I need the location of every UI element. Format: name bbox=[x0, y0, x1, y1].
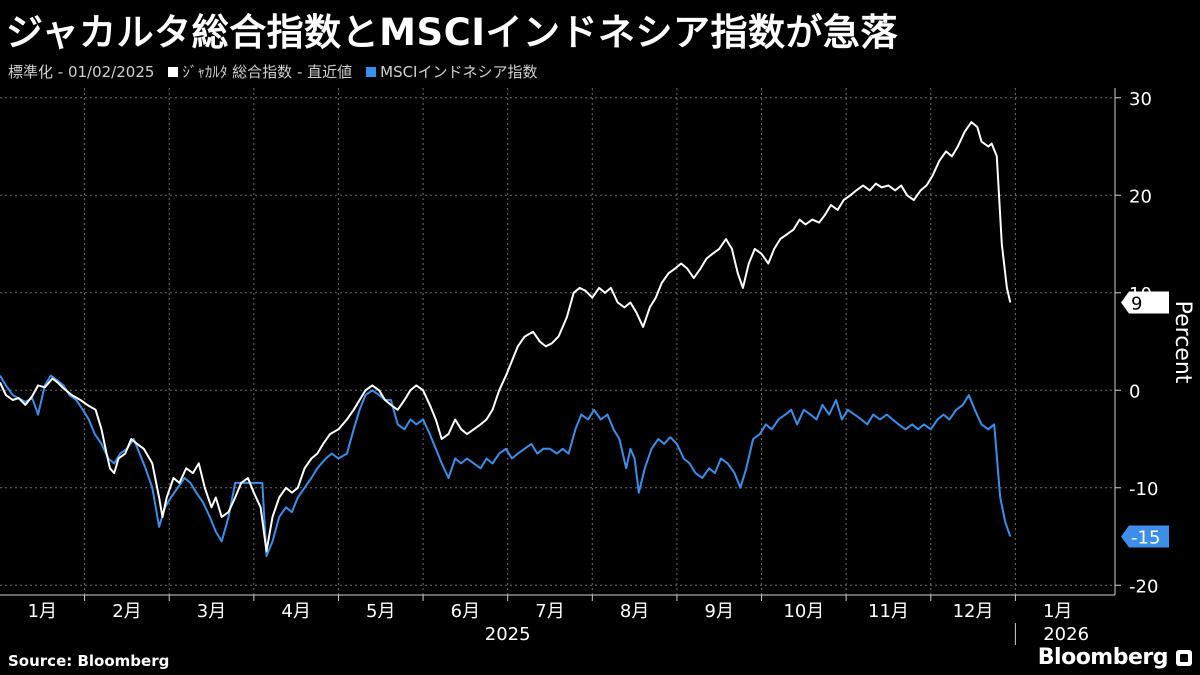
y-tick-label: -20 bbox=[1129, 576, 1158, 597]
last-value-tag-jci-label: 9 bbox=[1131, 294, 1142, 315]
y-axis-title: Percent bbox=[1170, 301, 1195, 384]
legend-label-msci: MSCIインドネシア指数 bbox=[380, 63, 538, 81]
x-tick-label: 5月 bbox=[366, 601, 395, 622]
y-tick-label: 20 bbox=[1129, 186, 1152, 207]
x-tick-label: 8月 bbox=[620, 601, 649, 622]
x-tick-label: 1月 bbox=[28, 601, 57, 622]
y-tick-label: 0 bbox=[1129, 381, 1140, 402]
normalized-label: 標準化 - 01/02/2025 bbox=[8, 63, 155, 81]
x-tick-label: 1月 bbox=[1043, 601, 1072, 622]
series-line-jci bbox=[0, 121, 1012, 553]
x-tick-label: 11月 bbox=[868, 601, 909, 622]
last-value-tag-msci-label: -15 bbox=[1131, 528, 1160, 549]
y-tick-label: -10 bbox=[1129, 479, 1158, 500]
legend-swatch-jci bbox=[168, 66, 179, 77]
x-tick-label: 12月 bbox=[953, 601, 994, 622]
last-value-tag-msci bbox=[1121, 525, 1169, 548]
legend-label-jci: ｼﾞｬｶﾙﾀ 総合指数 - 直近値 bbox=[182, 63, 353, 81]
x-tick-label: 9月 bbox=[705, 601, 734, 622]
chart-title: ジャカルタ総合指数とMSCIインドネシア指数が急落 bbox=[6, 11, 899, 54]
x-tick-label: 10月 bbox=[783, 601, 824, 622]
last-value-tag-jci bbox=[1121, 291, 1169, 314]
x-tick-label: 7月 bbox=[535, 601, 564, 622]
brand-mark-icon bbox=[1176, 650, 1192, 666]
brand-logo: Bloomberg bbox=[1037, 645, 1169, 670]
x-tick-label: 6月 bbox=[451, 601, 480, 622]
x-tick-label: 3月 bbox=[197, 601, 226, 622]
x-tick-label: 2月 bbox=[112, 601, 141, 622]
legend-swatch-msci bbox=[366, 66, 377, 77]
series-line-msci bbox=[0, 374, 1012, 557]
chart-subtitle: 標準化 - 01/02/2025 ｼﾞｬｶﾙﾀ 総合指数 - 直近値 MSCIイ… bbox=[8, 61, 538, 82]
year-label: 2026 bbox=[1043, 624, 1089, 645]
y-tick-label: 30 bbox=[1129, 89, 1152, 110]
year-label: 2025 bbox=[485, 624, 531, 645]
x-tick-label: 4月 bbox=[281, 601, 310, 622]
source-note: Source: Bloomberg bbox=[8, 652, 170, 670]
